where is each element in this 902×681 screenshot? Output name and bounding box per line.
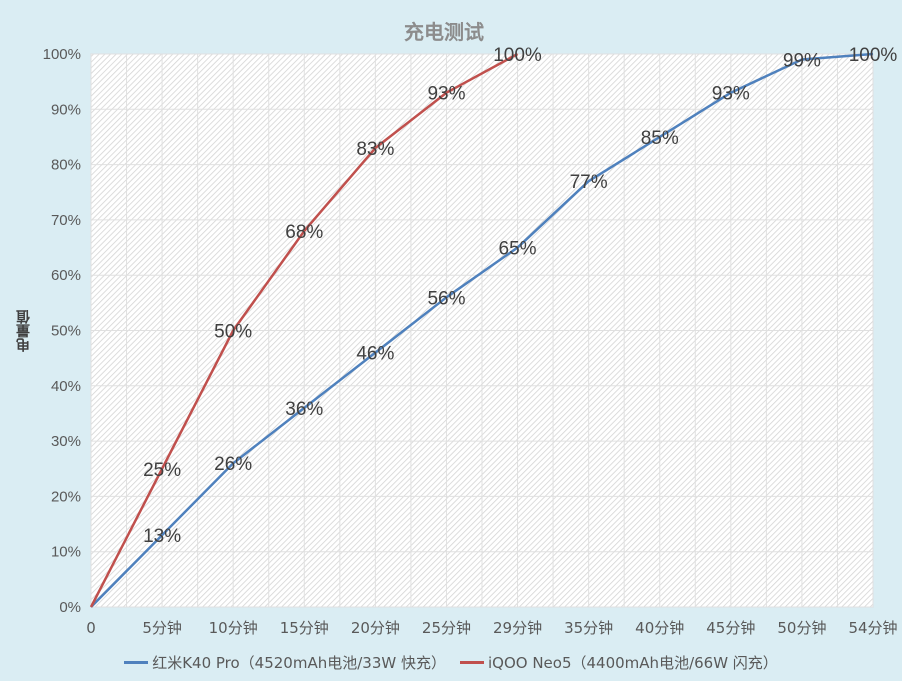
y-axis-ticks: 0% 10% 20% 30% 40% 50% 60% 70% 80% 90% 100% <box>43 46 81 616</box>
legend-label-neo5: iQOO Neo5（4400mAh电池/66W 闪充） <box>487 654 778 672</box>
data-label: 46% <box>356 344 394 365</box>
x-tick-label: 40分钟 <box>635 619 684 637</box>
data-label: 50% <box>214 322 252 343</box>
data-label: 25% <box>143 460 181 481</box>
y-tick-label: 50% <box>51 323 81 340</box>
series-line-k40 <box>90 52 874 608</box>
x-tick-label: 29分钟 <box>493 619 542 637</box>
y-tick-label: 100% <box>43 46 81 63</box>
y-tick-label: 0% <box>59 599 81 616</box>
data-label: 93% <box>427 84 465 105</box>
legend-item-neo5[interactable]: iQOO Neo5（4400mAh电池/66W 闪充） <box>459 652 778 673</box>
data-label: 100% <box>849 45 898 66</box>
data-label: 85% <box>641 128 679 149</box>
x-tick-label: 45分钟 <box>706 619 755 637</box>
legend: 红米K40 Pro（4520mAh电池/33W 快充） iQOO Neo5（44… <box>0 652 902 673</box>
data-label: 26% <box>214 454 252 475</box>
x-axis-ticks: 0 5分钟 10分钟 15分钟 20分钟 25分钟 29分钟 35分钟 40分钟 45分钟 50分钟… <box>86 619 897 637</box>
data-label: 83% <box>356 139 394 160</box>
x-tick-label: 25分钟 <box>422 619 471 637</box>
y-tick-label: 90% <box>51 101 81 118</box>
x-tick-label: 15分钟 <box>280 619 329 637</box>
y-tick-label: 60% <box>51 267 81 284</box>
data-labels: 13% 26% 36% 46% 56% 65% 77% 85% 93% 99% 100% 25% 50%… <box>143 45 897 547</box>
x-tick-label: 5分钟 <box>142 619 182 637</box>
data-label: 77% <box>570 172 608 193</box>
y-tick-label: 40% <box>51 378 81 395</box>
data-label: 93% <box>712 84 750 105</box>
data-label: 65% <box>499 239 537 260</box>
x-tick-label: 10分钟 <box>209 619 258 637</box>
data-label: 13% <box>143 526 181 547</box>
series-line-neo5 <box>89 52 519 608</box>
legend-swatch-neo5 <box>459 661 484 664</box>
data-label: 99% <box>783 51 821 72</box>
series-lines <box>89 52 874 608</box>
x-tick-label: 35分钟 <box>564 619 613 637</box>
x-tick-label: 0 <box>86 619 96 637</box>
y-tick-label: 70% <box>51 212 81 229</box>
x-tick-label: 20分钟 <box>351 619 400 637</box>
data-label: 36% <box>285 399 323 420</box>
x-tick-label: 54分钟 <box>848 619 897 637</box>
y-tick-label: 20% <box>51 488 81 505</box>
y-tick-label: 10% <box>51 544 81 561</box>
legend-swatch-k40 <box>124 661 149 664</box>
y-tick-label: 80% <box>51 157 81 174</box>
y-tick-label: 30% <box>51 433 81 450</box>
legend-label-k40: 红米K40 Pro（4520mAh电池/33W 快充） <box>152 654 446 672</box>
data-label: 56% <box>427 288 465 309</box>
data-label: 68% <box>285 222 323 243</box>
x-tick-label: 50分钟 <box>777 619 826 637</box>
legend-item-k40[interactable]: 红米K40 Pro（4520mAh电池/33W 快充） <box>124 652 446 673</box>
data-label: 100% <box>493 45 542 66</box>
chart-title: 充电测试 <box>404 20 484 44</box>
